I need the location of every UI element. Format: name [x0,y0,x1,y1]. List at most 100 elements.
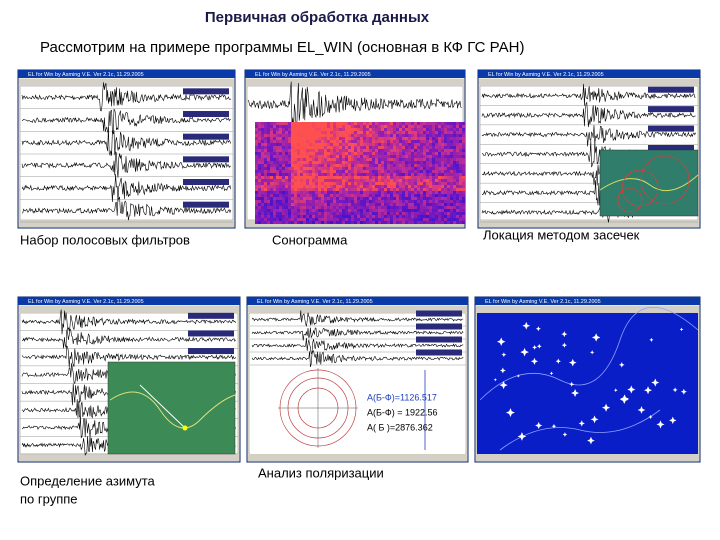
sonogram-cell [387,158,390,161]
sonogram-cell [297,140,300,143]
sonogram-cell [414,137,417,140]
sonogram-cell [303,188,306,191]
sonogram-cell [387,170,390,173]
sonogram-cell [414,128,417,131]
sonogram-cell [333,167,336,170]
sonogram-cell [336,218,339,221]
sonogram-cell [306,149,309,152]
sonogram-cell [333,212,336,215]
sonogram-cell [330,155,333,158]
sonogram-cell [336,128,339,131]
sonogram-cell [393,197,396,200]
sonogram-cell [438,137,441,140]
sonogram-cell [357,212,360,215]
sonogram-cell [258,218,261,221]
sonogram-cell [399,209,402,212]
sonogram-cell [372,206,375,209]
sonogram-cell [408,140,411,143]
sonogram-cell [291,149,294,152]
sonogram-cell [300,140,303,143]
sonogram-cell [267,134,270,137]
sonogram-cell [267,137,270,140]
sonogram-cell [456,143,459,146]
sonogram-cell [396,203,399,206]
sonogram-cell [315,218,318,221]
sonogram-cell [267,206,270,209]
sonogram-cell [414,149,417,152]
event-star [520,347,529,357]
sonogram-cell [345,131,348,134]
sonogram-cell [447,170,450,173]
sonogram-cell [462,209,465,212]
sonogram-cell [420,200,423,203]
sonogram-cell [408,191,411,194]
sonogram-cell [294,209,297,212]
sonogram-cell [420,173,423,176]
sonogram-cell [402,137,405,140]
sonogram-cell [336,149,339,152]
sonogram-cell [312,200,315,203]
sonogram-cell [273,161,276,164]
sonogram-cell [258,167,261,170]
sonogram-cell [426,215,429,218]
sonogram-cell [459,182,462,185]
sonogram-cell [327,182,330,185]
sonogram-cell [423,191,426,194]
sonogram-cell [423,149,426,152]
sonogram-cell [447,122,450,125]
sonogram-cell [402,167,405,170]
sonogram-cell [300,146,303,149]
sonogram-cell [300,158,303,161]
sonogram-cell [420,170,423,173]
sonogram-cell [330,167,333,170]
sonogram-cell [387,215,390,218]
sonogram-cell [360,209,363,212]
sonogram-cell [405,173,408,176]
sonogram-cell [255,221,258,224]
sonogram-cell [312,212,315,215]
sonogram-cell [390,194,393,197]
sonogram-cell [432,155,435,158]
sonogram-cell [369,200,372,203]
sonogram-cell [279,197,282,200]
sonogram-cell [327,176,330,179]
sonogram-cell [423,137,426,140]
sonogram-cell [366,146,369,149]
sonogram-cell [438,182,441,185]
sonogram-cell [372,131,375,134]
sonogram-cell [408,131,411,134]
sonogram-cell [315,197,318,200]
status-bar [19,455,239,461]
sonogram-cell [348,146,351,149]
sonogram-cell [456,185,459,188]
sonogram-cell [354,152,357,155]
sonogram-cell [312,176,315,179]
sonogram-cell [441,206,444,209]
sonogram-cell [312,167,315,170]
sonogram-cell [372,155,375,158]
sonogram-cell [330,122,333,125]
sonogram-cell [420,218,423,221]
sonogram-cell [363,197,366,200]
sonogram-cell [390,221,393,224]
sonogram-cell [417,203,420,206]
sonogram-cell [453,164,456,167]
sonogram-cell [399,176,402,179]
sonogram-cell [390,176,393,179]
sonogram-cell [378,131,381,134]
sonogram-cell [396,215,399,218]
sonogram-cell [363,140,366,143]
sonogram-cell [447,194,450,197]
sonogram-cell [411,125,414,128]
sonogram-cell [366,209,369,212]
sonogram-cell [396,206,399,209]
sonogram-cell [303,146,306,149]
sonogram-cell [423,203,426,206]
sonogram-cell [435,152,438,155]
sonogram-cell [258,188,261,191]
sonogram-cell [312,209,315,212]
sonogram-cell [432,200,435,203]
sonogram-cell [267,128,270,131]
sonogram-cell [261,206,264,209]
sonogram-cell [363,152,366,155]
